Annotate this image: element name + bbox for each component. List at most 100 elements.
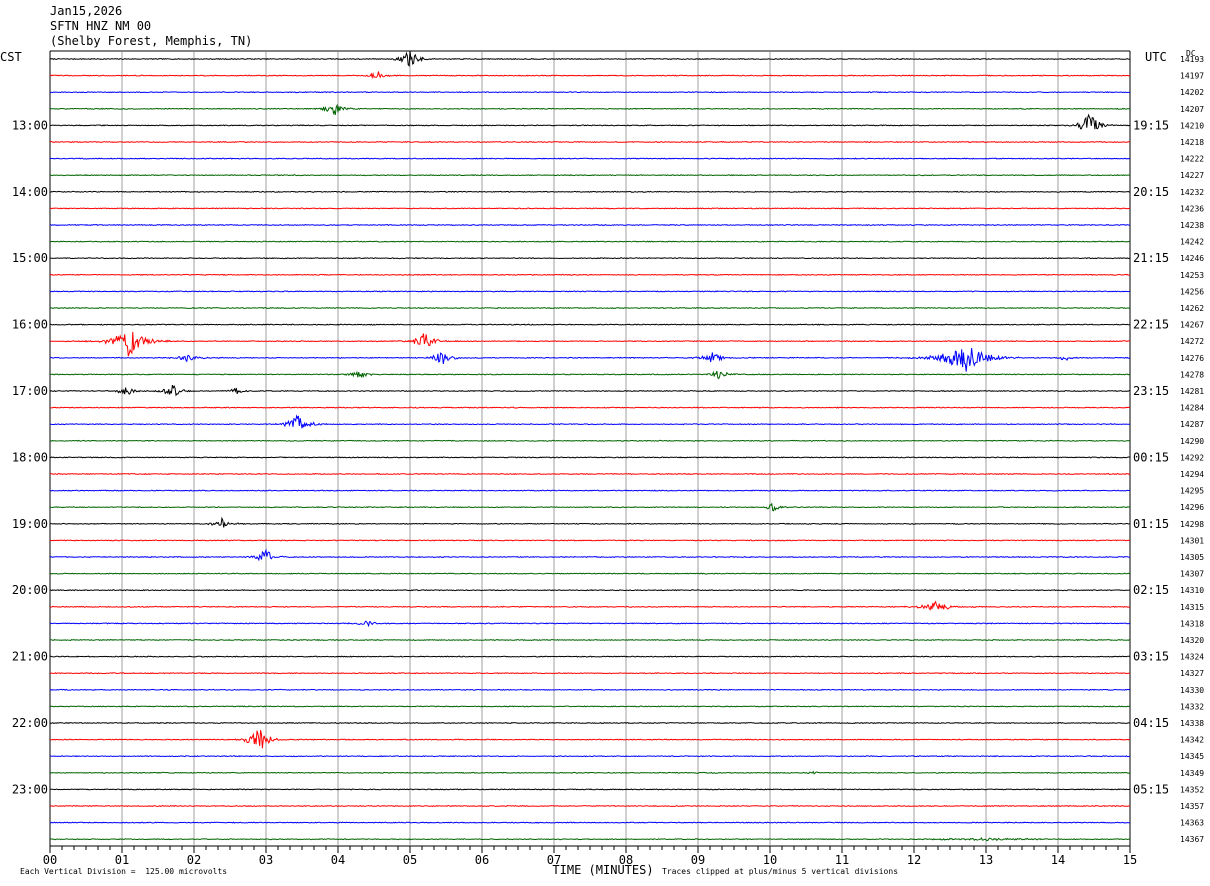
dc-offset-label: 14342: [1180, 736, 1204, 745]
seismic-trace: [49, 439, 1131, 442]
seismic-trace: [49, 257, 1131, 260]
dc-offset-label: 14210: [1180, 121, 1204, 130]
x-tick-label: 01: [115, 853, 129, 867]
x-tick-label: 11: [835, 853, 849, 867]
right-timezone-label: UTC: [1145, 50, 1167, 64]
seismic-trace: [49, 489, 1131, 492]
seismic-trace: [50, 113, 1131, 130]
seismic-trace: [49, 306, 1131, 310]
cst-hour-label: 16:00: [12, 318, 48, 332]
seismic-trace: [49, 140, 1131, 144]
seismic-trace: [49, 103, 1131, 116]
dc-offset-label: 14338: [1180, 719, 1204, 728]
seismic-trace: [49, 721, 1131, 725]
x-tick-label: 05: [403, 853, 417, 867]
cst-hour-label: 20:00: [12, 583, 48, 597]
cst-hour-label: 19:00: [12, 517, 48, 531]
seismic-trace: [49, 456, 1131, 459]
dc-offset-label: 14222: [1180, 155, 1204, 164]
dc-offset-label: 14284: [1180, 404, 1204, 413]
utc-hour-label: 23:15: [1133, 384, 1169, 398]
seismic-trace: [49, 572, 1131, 575]
dc-offset-label: 14363: [1180, 819, 1204, 828]
seismic-trace: [49, 290, 1131, 293]
dc-offset-label: 14262: [1180, 304, 1204, 313]
dc-offset-label: 14310: [1180, 586, 1204, 595]
utc-hour-label: 02:15: [1133, 583, 1169, 597]
seismic-trace: [49, 548, 1131, 562]
x-tick-label: 07: [547, 853, 561, 867]
seismic-trace: [49, 190, 1131, 193]
dc-offset-label: 14320: [1180, 636, 1204, 645]
dc-offset-label: 14327: [1180, 669, 1204, 678]
dc-offset-label: 14193: [1180, 55, 1204, 64]
dc-header-label: DC: [1186, 49, 1196, 58]
seismic-trace: [49, 348, 1131, 372]
seismic-trace: [49, 589, 1131, 592]
x-tick-label: 00: [43, 853, 57, 867]
dc-offset-label: 14197: [1180, 72, 1204, 81]
seismic-trace: [50, 414, 1131, 429]
seismic-trace: [49, 688, 1131, 691]
dc-offset-label: 14305: [1180, 553, 1204, 562]
dc-offset-label: 14281: [1180, 387, 1204, 396]
seismic-trace: [49, 638, 1130, 642]
grid-lines: [49, 50, 1131, 853]
station-code: SFTN HNZ NM 00: [50, 19, 152, 33]
dc-offset-label: 14301: [1180, 536, 1204, 545]
dc-offset-label: 14318: [1180, 619, 1204, 628]
dc-offset-label: 14349: [1180, 769, 1204, 778]
seismic-trace: [49, 821, 1130, 824]
dc-offset-label: 14298: [1180, 520, 1204, 529]
utc-hour-label: 01:15: [1133, 517, 1169, 531]
seismic-trace: [49, 837, 1131, 842]
dc-offset-label: 14287: [1180, 420, 1204, 429]
axis-labels: 00 01 02 03 04 05 06 07 08 09 10 11 12 13 14 15 14193 141…: [12, 55, 1204, 867]
seismic-trace: [49, 472, 1131, 476]
left-timezone-label: CST: [0, 50, 22, 64]
utc-hour-label: 03:15: [1133, 650, 1169, 664]
seismic-trace: [49, 240, 1131, 243]
seismic-trace: [49, 672, 1131, 675]
dc-offset-label: 14267: [1180, 321, 1204, 330]
utc-hour-label: 21:15: [1133, 251, 1169, 265]
dc-offset-label: 14345: [1180, 752, 1204, 761]
seismic-trace: [49, 730, 1130, 749]
dc-offset-label: 14307: [1180, 570, 1204, 579]
dc-offset-label: 14352: [1180, 785, 1204, 794]
dc-offset-label: 14315: [1180, 603, 1204, 612]
seismic-trace: [49, 770, 1130, 775]
seismic-trace: [49, 600, 1131, 611]
dc-offset-label: 14242: [1180, 238, 1204, 247]
seismic-trace: [49, 71, 1131, 80]
utc-hour-label: 19:15: [1133, 118, 1169, 132]
seismic-trace: [49, 655, 1131, 658]
seismic-trace: [49, 331, 1131, 357]
utc-hour-label: 20:15: [1133, 185, 1169, 199]
dc-offset-label: 14207: [1180, 105, 1204, 114]
seismic-trace: [49, 755, 1131, 758]
seismic-trace: [49, 174, 1131, 177]
utc-hour-label: 05:15: [1133, 782, 1169, 796]
x-tick-label: 09: [691, 853, 705, 867]
dc-offset-label: 14332: [1180, 702, 1204, 711]
cst-hour-label: 22:00: [12, 716, 48, 730]
seismic-trace: [50, 516, 1131, 528]
x-axis-title: TIME (MINUTES): [552, 863, 653, 877]
utc-hour-label: 04:15: [1133, 716, 1169, 730]
x-tick-label: 14: [1051, 853, 1065, 867]
dc-offset-label: 14296: [1180, 503, 1204, 512]
dc-offset-label: 14202: [1180, 88, 1204, 97]
dc-offset-label: 14292: [1180, 453, 1204, 462]
dc-offset-label: 14253: [1180, 271, 1204, 280]
seismic-trace: [50, 705, 1131, 708]
dc-offset-label: 14330: [1180, 686, 1204, 695]
dc-offset-label: 14246: [1180, 254, 1204, 263]
seismic-trace: [50, 370, 1131, 380]
dc-offset-label: 14227: [1180, 171, 1204, 180]
seismic-trace: [49, 91, 1131, 94]
x-tick-label: 04: [331, 853, 345, 867]
seismic-trace: [49, 50, 1131, 67]
dc-offset-label: 14236: [1180, 204, 1204, 213]
dc-offset-label: 14276: [1180, 354, 1204, 363]
